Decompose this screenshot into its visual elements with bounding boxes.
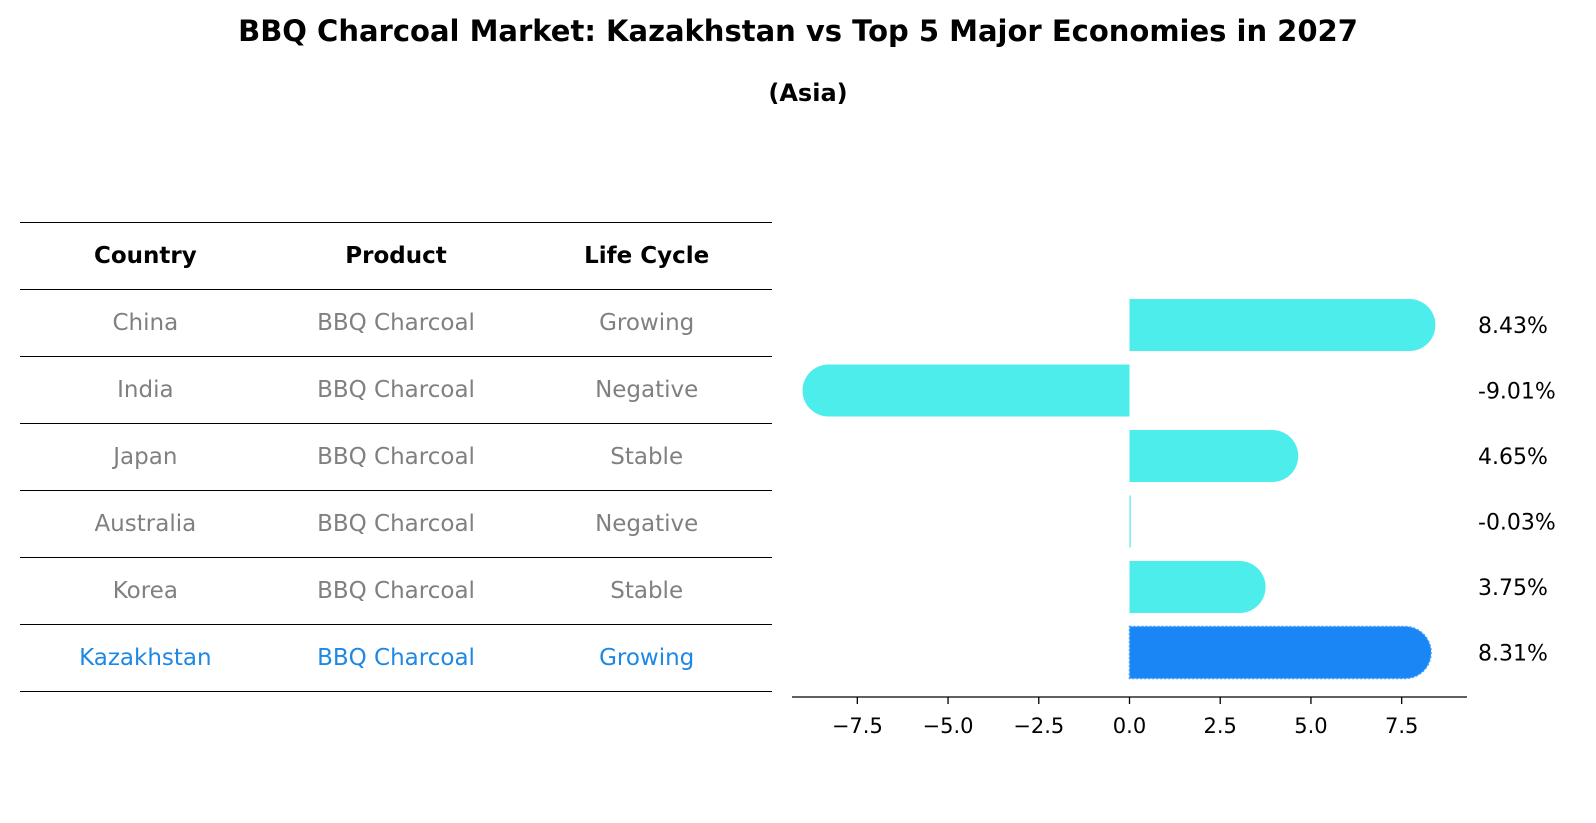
x-tick-label: 5.0 (1294, 714, 1327, 738)
value-label: 8.31% (1478, 642, 1548, 667)
table-row: Korea BBQ Charcoal Stable (20, 557, 772, 624)
cell-country: Australia (94, 511, 197, 537)
x-tick-label: 0.0 (1113, 714, 1146, 738)
table-row: China BBQ Charcoal Growing (20, 289, 772, 356)
cell-country: Kazakhstan (79, 645, 212, 671)
chart-subtitle: (Asia) (768, 79, 848, 107)
cell-life-cycle: Growing (599, 310, 695, 336)
cell-product: BBQ Charcoal (317, 310, 475, 336)
bar-india (802, 364, 1130, 417)
cell-life-cycle: Stable (610, 444, 684, 470)
cell-country: Korea (112, 578, 178, 604)
cell-country: India (117, 377, 174, 403)
cell-life-cycle: Stable (610, 578, 684, 604)
cell-country: Japan (113, 444, 178, 470)
table-row: Australia BBQ Charcoal Negative (20, 490, 772, 557)
value-label: 8.43% (1478, 314, 1548, 339)
cell-country: China (112, 310, 179, 336)
value-label: -9.01% (1478, 380, 1556, 405)
header-product: Product (345, 243, 447, 269)
x-tick-label: −2.5 (1013, 714, 1064, 738)
chart-title: BBQ Charcoal Market: Kazakhstan vs Top 5… (238, 14, 1358, 48)
cell-product: BBQ Charcoal (317, 377, 475, 403)
x-tick-label: −5.0 (923, 714, 974, 738)
x-tick-label: 7.5 (1385, 714, 1418, 738)
header-life-cycle: Life Cycle (584, 243, 710, 269)
cell-product: BBQ Charcoal (317, 578, 475, 604)
value-label: -0.03% (1478, 511, 1556, 536)
bar-australia (1129, 495, 1131, 548)
bar-japan (1129, 430, 1299, 482)
bar-korea (1129, 561, 1266, 613)
x-tick-label: 2.5 (1204, 714, 1237, 738)
value-label: 4.65% (1478, 445, 1548, 470)
header-country: Country (93, 243, 197, 269)
bar-kazakhstan (1128, 625, 1432, 680)
table-row: India BBQ Charcoal Negative (20, 356, 772, 423)
cell-life-cycle: Negative (595, 377, 699, 403)
cell-life-cycle: Growing (599, 645, 695, 671)
cell-life-cycle: Negative (595, 511, 699, 537)
table-row-highlighted: Kazakhstan BBQ Charcoal Growing (20, 624, 772, 692)
x-tick-label: −7.5 (832, 714, 883, 738)
data-table: Country Product Life Cycle China BBQ Cha… (20, 222, 772, 692)
cell-product: BBQ Charcoal (317, 511, 475, 537)
value-label: 3.75% (1478, 576, 1548, 601)
cell-product: BBQ Charcoal (317, 645, 475, 671)
table-row: Japan BBQ Charcoal Stable (20, 423, 772, 490)
cell-product: BBQ Charcoal (317, 444, 475, 470)
table-header-row: Country Product Life Cycle (20, 222, 772, 289)
bar-china (1129, 299, 1436, 351)
